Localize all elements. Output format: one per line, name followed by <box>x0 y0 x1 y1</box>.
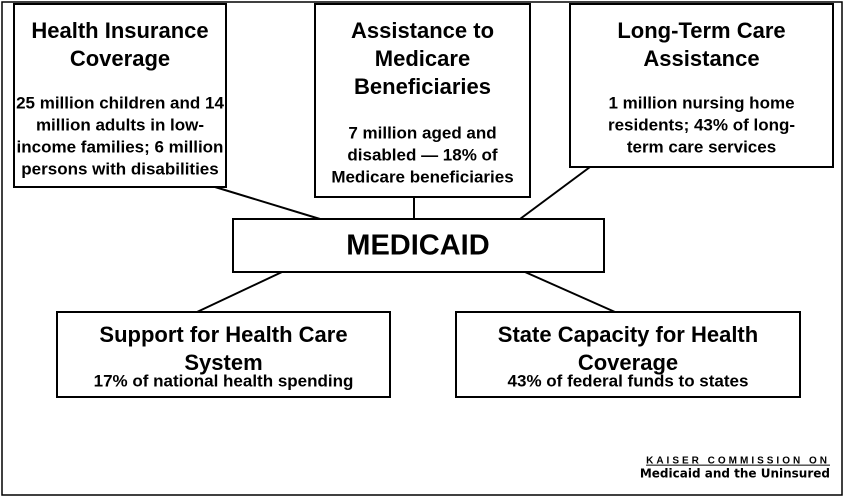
node-title: State Capacity for Health <box>498 322 758 347</box>
node-box <box>13 3 227 188</box>
node-text: disabled — 18% of <box>347 145 498 164</box>
node-title: Assistance to <box>351 18 494 43</box>
node-title: Health Insurance <box>31 18 208 43</box>
node-box <box>569 3 834 168</box>
node-title: Support for Health Care <box>99 322 347 347</box>
node-text: residents; 43% of long- <box>608 115 795 134</box>
node-text: term care services <box>627 137 776 156</box>
node-box <box>455 311 801 398</box>
node-title: Medicare <box>375 46 470 71</box>
logo-line1: KAISER COMMISSION ON <box>646 456 830 467</box>
node-text: income families; 6 million <box>17 137 224 156</box>
node-title: Coverage <box>578 350 678 375</box>
node-title: Beneficiaries <box>354 74 491 99</box>
center-label: MEDICAID <box>346 230 489 262</box>
connector <box>196 271 283 313</box>
connector <box>524 271 616 313</box>
node-title: Assistance <box>643 46 759 71</box>
node-text: 25 million children and 14 <box>16 93 224 112</box>
node-text: million adults in low- <box>36 115 204 134</box>
node-text: 7 million aged and <box>348 123 496 142</box>
logo-line2: Medicaid and the Uninsured <box>640 467 830 481</box>
connector <box>519 166 591 220</box>
center-box <box>232 218 605 273</box>
node-text: 17% of national health spending <box>94 371 354 390</box>
node-title: Long-Term Care <box>617 18 785 43</box>
node-text: persons with disabilities <box>21 159 218 178</box>
node-title: System <box>184 350 262 375</box>
node-box <box>56 311 391 398</box>
node-text: Medicare beneficiaries <box>331 167 513 186</box>
node-text: 1 million nursing home <box>608 93 794 112</box>
connector <box>214 186 321 220</box>
node-title: Coverage <box>70 46 170 71</box>
node-box <box>314 3 531 198</box>
node-text: 43% of federal funds to states <box>508 371 749 390</box>
